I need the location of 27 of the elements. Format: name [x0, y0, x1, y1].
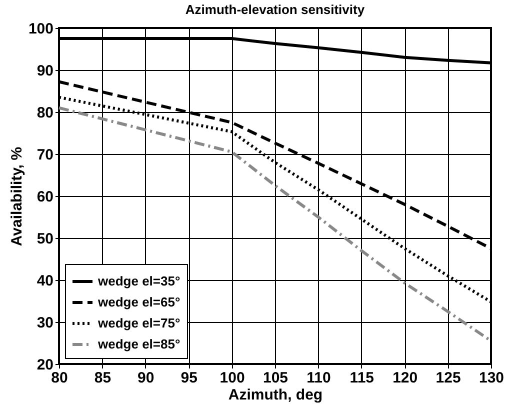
y-tick-label: 100 — [28, 20, 54, 38]
x-tick-label: 100 — [220, 370, 245, 386]
x-tick-label: 130 — [478, 370, 504, 386]
y-tick-label: 80 — [36, 104, 54, 122]
y-tick-label: 30 — [36, 314, 54, 332]
x-tick-label: 105 — [262, 370, 288, 386]
legend-label: wedge el=85° — [97, 336, 180, 352]
x-tick-label: 125 — [436, 370, 461, 386]
x-tick-label: 120 — [392, 370, 418, 386]
x-tick-label: 90 — [138, 370, 154, 386]
x-tick-label: 85 — [94, 370, 112, 386]
y-tick-label: 70 — [36, 146, 54, 164]
y-axis-title: Availability, % — [8, 146, 26, 246]
x-tick-label: 95 — [180, 370, 198, 386]
y-tick-label: 20 — [36, 356, 54, 374]
y-tick-label: 50 — [36, 230, 54, 248]
x-tick-label: 115 — [350, 370, 374, 386]
y-tick-label: 60 — [36, 188, 54, 206]
x-axis-title: Azimuth, deg — [228, 386, 323, 404]
legend-label: wedge el=75° — [97, 316, 180, 330]
x-tick-label: 80 — [51, 370, 68, 386]
legend-label: wedge el=35° — [97, 274, 180, 288]
y-tick-label: 40 — [36, 272, 54, 290]
x-tick-label: 110 — [306, 370, 331, 386]
chart-title: Azimuth-elevation sensitivity — [185, 2, 366, 17]
legend-label: wedge el=65° — [97, 294, 180, 310]
y-tick-label: 90 — [36, 62, 54, 80]
